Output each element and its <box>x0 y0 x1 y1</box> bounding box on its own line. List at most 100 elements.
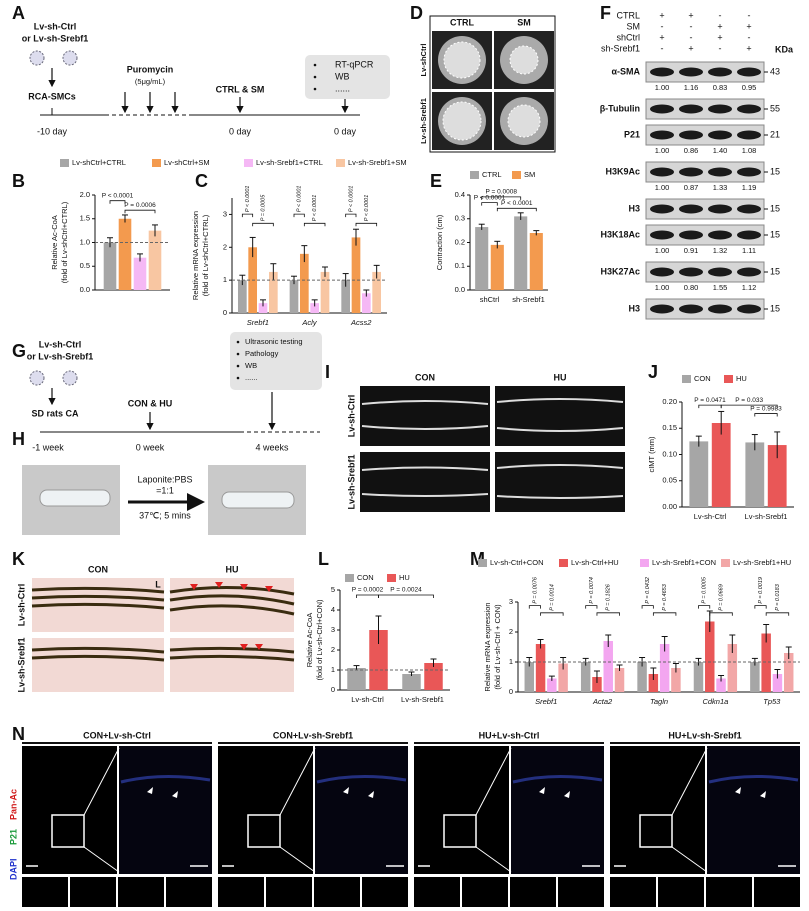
bar <box>133 257 147 290</box>
legend-swatch <box>559 559 568 567</box>
fluorescence-zoom <box>511 746 604 874</box>
blot-band <box>679 67 703 77</box>
condition: 37℃; 5 mins <box>139 510 191 520</box>
zoom-line <box>475 747 512 816</box>
x-tick-label: Acly <box>301 318 317 327</box>
protein-label: P21 <box>624 129 640 139</box>
condition-sign: - <box>661 21 664 31</box>
band-quant: 1.12 <box>742 283 757 292</box>
bar <box>103 242 117 290</box>
column-label: CON+Lv-sh-Ctrl <box>83 730 151 740</box>
y-axis-label: Relative mRNA expression <box>483 602 492 691</box>
arrowhead-mark <box>343 787 374 798</box>
channel-thumb <box>462 877 508 907</box>
zoom-box <box>443 814 477 848</box>
y-tick-label: 3 <box>509 597 513 606</box>
blot-band <box>650 230 674 240</box>
x-tick-label: Acss2 <box>350 318 372 327</box>
blot-band <box>679 267 703 277</box>
panel-letter: B <box>12 171 25 191</box>
bar <box>750 662 760 692</box>
channel-thumb <box>706 877 752 907</box>
bar <box>341 280 351 313</box>
significance-bracket <box>303 222 326 227</box>
channel-thumb <box>754 877 800 907</box>
condition-sign: - <box>719 43 722 53</box>
x-tick-label: Lv-sh-Ctrl <box>351 695 384 704</box>
row-label: Lv-sh-Srebf1 <box>346 454 356 509</box>
significance-bracket <box>528 605 541 609</box>
legend-label: Lv-shCtrl+CTRL <box>72 158 126 167</box>
blot-band <box>650 67 674 77</box>
lumen-mark: L <box>155 579 161 589</box>
significance-bracket <box>754 605 767 609</box>
assay: RT-qPCR <box>335 59 374 69</box>
kda-value: 43 <box>770 66 780 76</box>
panel-n: DAPI P21 Pan-Ac CON+Lv-sh-Ctrl CON+Lv-sh-… <box>8 730 800 907</box>
vector: or Lv-sh-Srebf1 <box>22 33 89 43</box>
x-tick-label: sh-Srebf1 <box>512 295 545 304</box>
significance-bracket <box>698 404 722 409</box>
histology-image <box>32 638 164 692</box>
x-tick-label: Tp53 <box>763 697 781 706</box>
fluorescence-image <box>218 746 313 874</box>
time: 0 day <box>229 126 252 136</box>
assay: Pathology <box>245 349 279 358</box>
legend-label: CON <box>694 374 711 383</box>
significance-bracket <box>378 594 434 598</box>
significance-bracket <box>241 213 254 218</box>
blot-band <box>708 67 732 77</box>
legend-swatch <box>387 574 396 582</box>
p-value: P = 0.0006 <box>124 202 156 209</box>
condition-sign: + <box>659 32 664 42</box>
column-label: CTRL <box>450 17 474 27</box>
panel-letter: C <box>195 171 208 191</box>
assay: WB <box>245 361 257 370</box>
legend-swatch <box>345 574 354 582</box>
significance-bracket <box>720 404 778 409</box>
y-axis-label: (fold of Lv-shCtrl+CTRL) <box>60 201 69 283</box>
y-tick-label: 1.5 <box>80 214 90 223</box>
row-label: Lv-sh-Ctrl <box>16 584 26 627</box>
assay: ...... <box>335 83 350 93</box>
p-value: P = 0.033 <box>735 397 763 404</box>
panel-letter: K <box>12 549 25 569</box>
bar <box>614 668 625 692</box>
dose: (5μg/mL) <box>135 77 166 86</box>
time: -10 day <box>37 126 68 136</box>
fluorescence-image <box>610 746 705 874</box>
band-quant: 1.00 <box>655 183 670 192</box>
vector: Lv-sh-Ctrl <box>39 339 82 349</box>
x-tick-label: Lv-sh-Ctrl <box>694 512 727 521</box>
treatment: CON & HU <box>128 398 173 408</box>
p-value: P = 0.0014 <box>549 584 555 611</box>
panel-letter: N <box>12 724 25 744</box>
band-quant: 0.95 <box>742 83 757 92</box>
zoom-line <box>671 747 708 816</box>
legend-label: Lv-sh-Srebf1+SM <box>348 158 407 167</box>
band-quant: 0.83 <box>713 83 728 92</box>
x-tick-label: Acta2 <box>592 697 613 706</box>
band-quant: 1.19 <box>742 183 757 192</box>
significance-bracket <box>481 196 522 200</box>
y-tick-label: 3 <box>223 209 227 218</box>
zoom-box <box>51 814 85 848</box>
legend-swatch <box>478 559 487 567</box>
y-tick-label: 0.0 <box>80 285 90 294</box>
significance-bracket <box>252 222 274 227</box>
channel-thumb <box>22 877 68 907</box>
x-tick-label: Cdkn1a <box>702 697 728 706</box>
y-axis-label: (fold of Lv-sh-Ctrl + CON) <box>493 604 502 690</box>
channel-thumb <box>558 877 604 907</box>
blot-band <box>737 304 761 314</box>
virus-icon <box>29 50 45 66</box>
p-value: P = 0.0024 <box>390 587 422 594</box>
legend-swatch <box>336 159 345 167</box>
vector: Lv-sh-Ctrl <box>34 21 77 31</box>
column-label: CON+Lv-sh-Srebf1 <box>273 730 353 740</box>
band-quant: 1.00 <box>655 283 670 292</box>
bar <box>351 237 361 313</box>
zoom-box <box>247 814 281 848</box>
kda-value: 15 <box>770 166 780 176</box>
bar <box>689 441 709 507</box>
